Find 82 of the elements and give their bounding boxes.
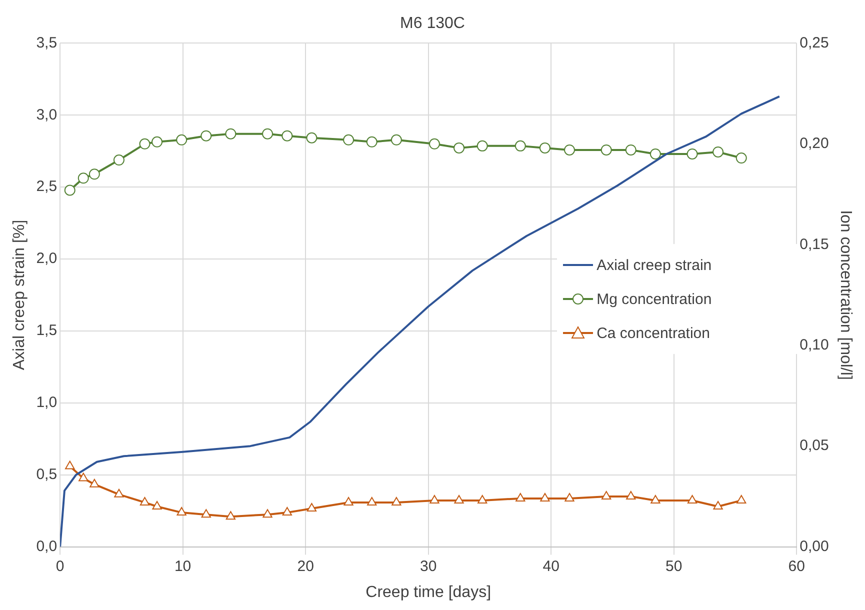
point bbox=[226, 511, 236, 520]
point bbox=[65, 460, 75, 470]
point bbox=[88, 168, 100, 180]
legend-label: Ca concentration bbox=[596, 324, 710, 342]
point bbox=[540, 492, 550, 502]
y-axis-title: Axial creep strain [%] bbox=[11, 220, 28, 370]
point bbox=[152, 501, 162, 510]
point bbox=[140, 496, 150, 506]
y2-tick-label: 0,05 bbox=[800, 437, 829, 454]
point bbox=[176, 507, 186, 516]
point bbox=[201, 509, 211, 518]
point bbox=[712, 146, 724, 158]
point bbox=[200, 130, 212, 142]
chart-title: M6 130C bbox=[400, 15, 465, 32]
point bbox=[736, 494, 746, 504]
point bbox=[476, 140, 488, 152]
point bbox=[736, 152, 747, 164]
point bbox=[514, 140, 526, 152]
point bbox=[650, 148, 661, 160]
legend-label: Mg concentration bbox=[596, 290, 712, 308]
point bbox=[139, 138, 150, 150]
point bbox=[343, 134, 354, 146]
point bbox=[282, 507, 292, 516]
y2-tick-label: 0,10 bbox=[800, 336, 829, 354]
y-tick-label: 3,0 bbox=[36, 106, 58, 124]
y-tick-label: 3,5 bbox=[36, 34, 58, 52]
point bbox=[282, 130, 293, 142]
point bbox=[564, 492, 574, 502]
point bbox=[516, 492, 526, 502]
point bbox=[306, 503, 317, 512]
point bbox=[602, 490, 612, 500]
y-tick-label: 1,0 bbox=[36, 394, 58, 412]
point bbox=[152, 136, 163, 148]
point bbox=[430, 494, 440, 504]
point bbox=[686, 148, 698, 160]
point bbox=[367, 496, 377, 506]
y-tick-label: 2,5 bbox=[36, 178, 58, 196]
point bbox=[113, 154, 124, 166]
point bbox=[478, 494, 488, 504]
point bbox=[392, 496, 402, 506]
point bbox=[428, 138, 440, 150]
point bbox=[114, 488, 124, 498]
point bbox=[390, 134, 402, 146]
point bbox=[713, 501, 723, 510]
x-axis-title: Creep time [days] bbox=[366, 584, 492, 601]
point bbox=[600, 144, 612, 156]
y-tick-label: 2,0 bbox=[36, 250, 58, 268]
point bbox=[539, 142, 550, 154]
y2-tick-label: 0,15 bbox=[800, 236, 829, 253]
point bbox=[262, 509, 272, 518]
point bbox=[78, 472, 88, 482]
x-tick-label: 40 bbox=[542, 558, 560, 575]
y-tick-label: 1,5 bbox=[36, 322, 58, 340]
legend-label: Axial creep strain bbox=[596, 256, 712, 274]
y2-axis-title: Ion concentration [mol/l] bbox=[836, 210, 854, 380]
point bbox=[262, 128, 274, 140]
point bbox=[90, 478, 100, 488]
y-tick-label: 0,0 bbox=[36, 538, 58, 555]
x-tick-label: 50 bbox=[666, 558, 682, 575]
point bbox=[78, 172, 89, 184]
point bbox=[176, 134, 188, 146]
y2-tick-label: 0,25 bbox=[800, 34, 829, 52]
point bbox=[344, 496, 354, 506]
y-tick-label: 0,5 bbox=[36, 466, 58, 483]
y2-tick-label: 0,00 bbox=[800, 538, 829, 555]
point bbox=[625, 144, 636, 156]
x-tick-label: 10 bbox=[174, 558, 192, 575]
x-tick-label: 0 bbox=[56, 558, 64, 575]
point bbox=[454, 142, 465, 154]
point bbox=[306, 132, 318, 144]
point bbox=[564, 144, 575, 156]
point bbox=[225, 128, 236, 140]
point bbox=[687, 494, 698, 504]
point bbox=[366, 136, 378, 148]
point bbox=[64, 184, 76, 196]
x-tick-label: 60 bbox=[788, 558, 805, 575]
point bbox=[650, 494, 660, 504]
y2-tick-label: 0,20 bbox=[800, 135, 829, 152]
x-tick-label: 30 bbox=[420, 558, 437, 575]
point bbox=[626, 490, 636, 500]
point bbox=[454, 494, 464, 504]
x-tick-label: 20 bbox=[297, 558, 314, 575]
